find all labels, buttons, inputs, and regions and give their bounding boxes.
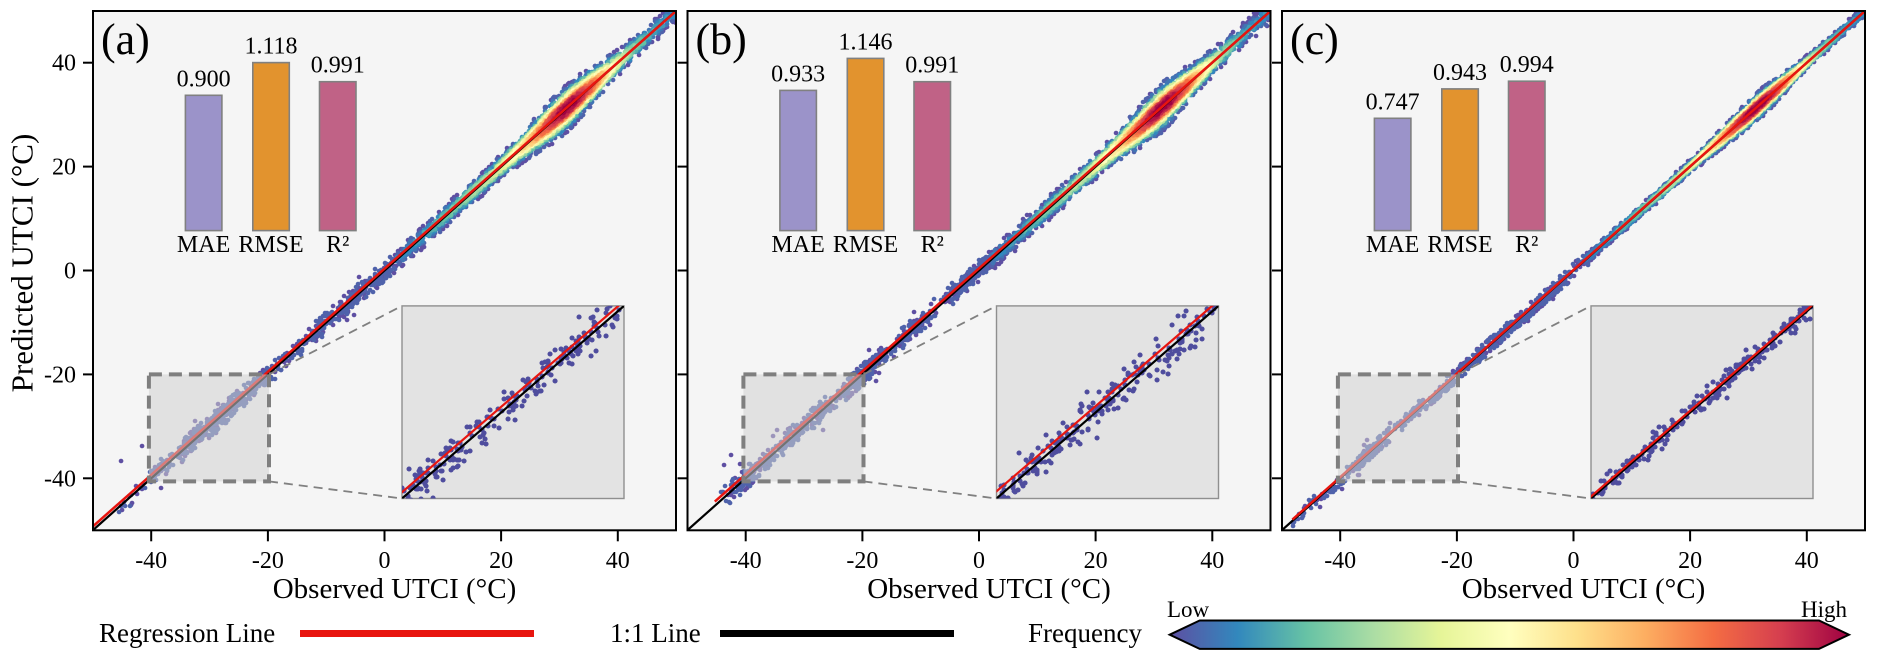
svg-text:20: 20 (1678, 548, 1702, 574)
svg-text:20: 20 (52, 155, 76, 181)
svg-text:20: 20 (1084, 548, 1108, 574)
svg-text:-40: -40 (44, 466, 76, 492)
svg-text:Predicted UTCI (°C): Predicted UTCI (°C) (5, 134, 40, 393)
svg-text:Observed UTCI (°C): Observed UTCI (°C) (273, 573, 517, 605)
svg-text:-20: -20 (252, 548, 284, 574)
svg-text:1.118: 1.118 (244, 34, 297, 60)
svg-text:R²: R² (326, 232, 349, 258)
svg-text:(a): (a) (101, 15, 150, 64)
svg-text:40: 40 (1200, 548, 1224, 574)
svg-text:R²: R² (921, 232, 944, 258)
svg-text:Observed UTCI (°C): Observed UTCI (°C) (867, 573, 1111, 605)
svg-text:0.991: 0.991 (905, 53, 959, 79)
svg-text:0: 0 (379, 548, 391, 574)
svg-text:-40: -40 (1324, 548, 1356, 574)
svg-text:RMSE: RMSE (1427, 232, 1492, 258)
svg-text:40: 40 (52, 51, 76, 77)
svg-text:1:1 Line: 1:1 Line (610, 618, 701, 648)
svg-text:R²: R² (1515, 232, 1538, 258)
svg-text:MAE: MAE (177, 232, 230, 258)
svg-text:0.943: 0.943 (1433, 60, 1487, 86)
svg-text:0.900: 0.900 (177, 66, 231, 92)
svg-text:Low: Low (1167, 597, 1210, 622)
svg-text:20: 20 (489, 548, 513, 574)
svg-text:RMSE: RMSE (833, 232, 898, 258)
svg-text:(c): (c) (1290, 15, 1339, 64)
svg-text:Observed UTCI (°C): Observed UTCI (°C) (1462, 573, 1706, 605)
svg-text:-40: -40 (730, 548, 762, 574)
svg-text:0: 0 (1568, 548, 1580, 574)
svg-text:0: 0 (973, 548, 985, 574)
svg-text:High: High (1801, 597, 1848, 622)
svg-text:(b): (b) (696, 15, 747, 64)
svg-text:Frequency: Frequency (1028, 618, 1142, 648)
svg-text:0.933: 0.933 (771, 61, 825, 87)
svg-text:0.994: 0.994 (1500, 52, 1554, 78)
svg-text:-20: -20 (1441, 548, 1473, 574)
svg-text:-20: -20 (846, 548, 878, 574)
svg-text:0.747: 0.747 (1366, 89, 1420, 115)
svg-text:Regression Line: Regression Line (99, 618, 275, 648)
svg-text:-20: -20 (44, 362, 76, 388)
svg-text:0: 0 (64, 259, 76, 285)
svg-text:1.146: 1.146 (839, 29, 893, 55)
svg-text:MAE: MAE (1366, 232, 1419, 258)
svg-text:RMSE: RMSE (238, 232, 303, 258)
svg-text:40: 40 (1795, 548, 1819, 574)
svg-text:40: 40 (606, 548, 630, 574)
svg-text:-40: -40 (135, 548, 167, 574)
svg-text:MAE: MAE (771, 232, 824, 258)
svg-text:0.991: 0.991 (311, 53, 365, 79)
